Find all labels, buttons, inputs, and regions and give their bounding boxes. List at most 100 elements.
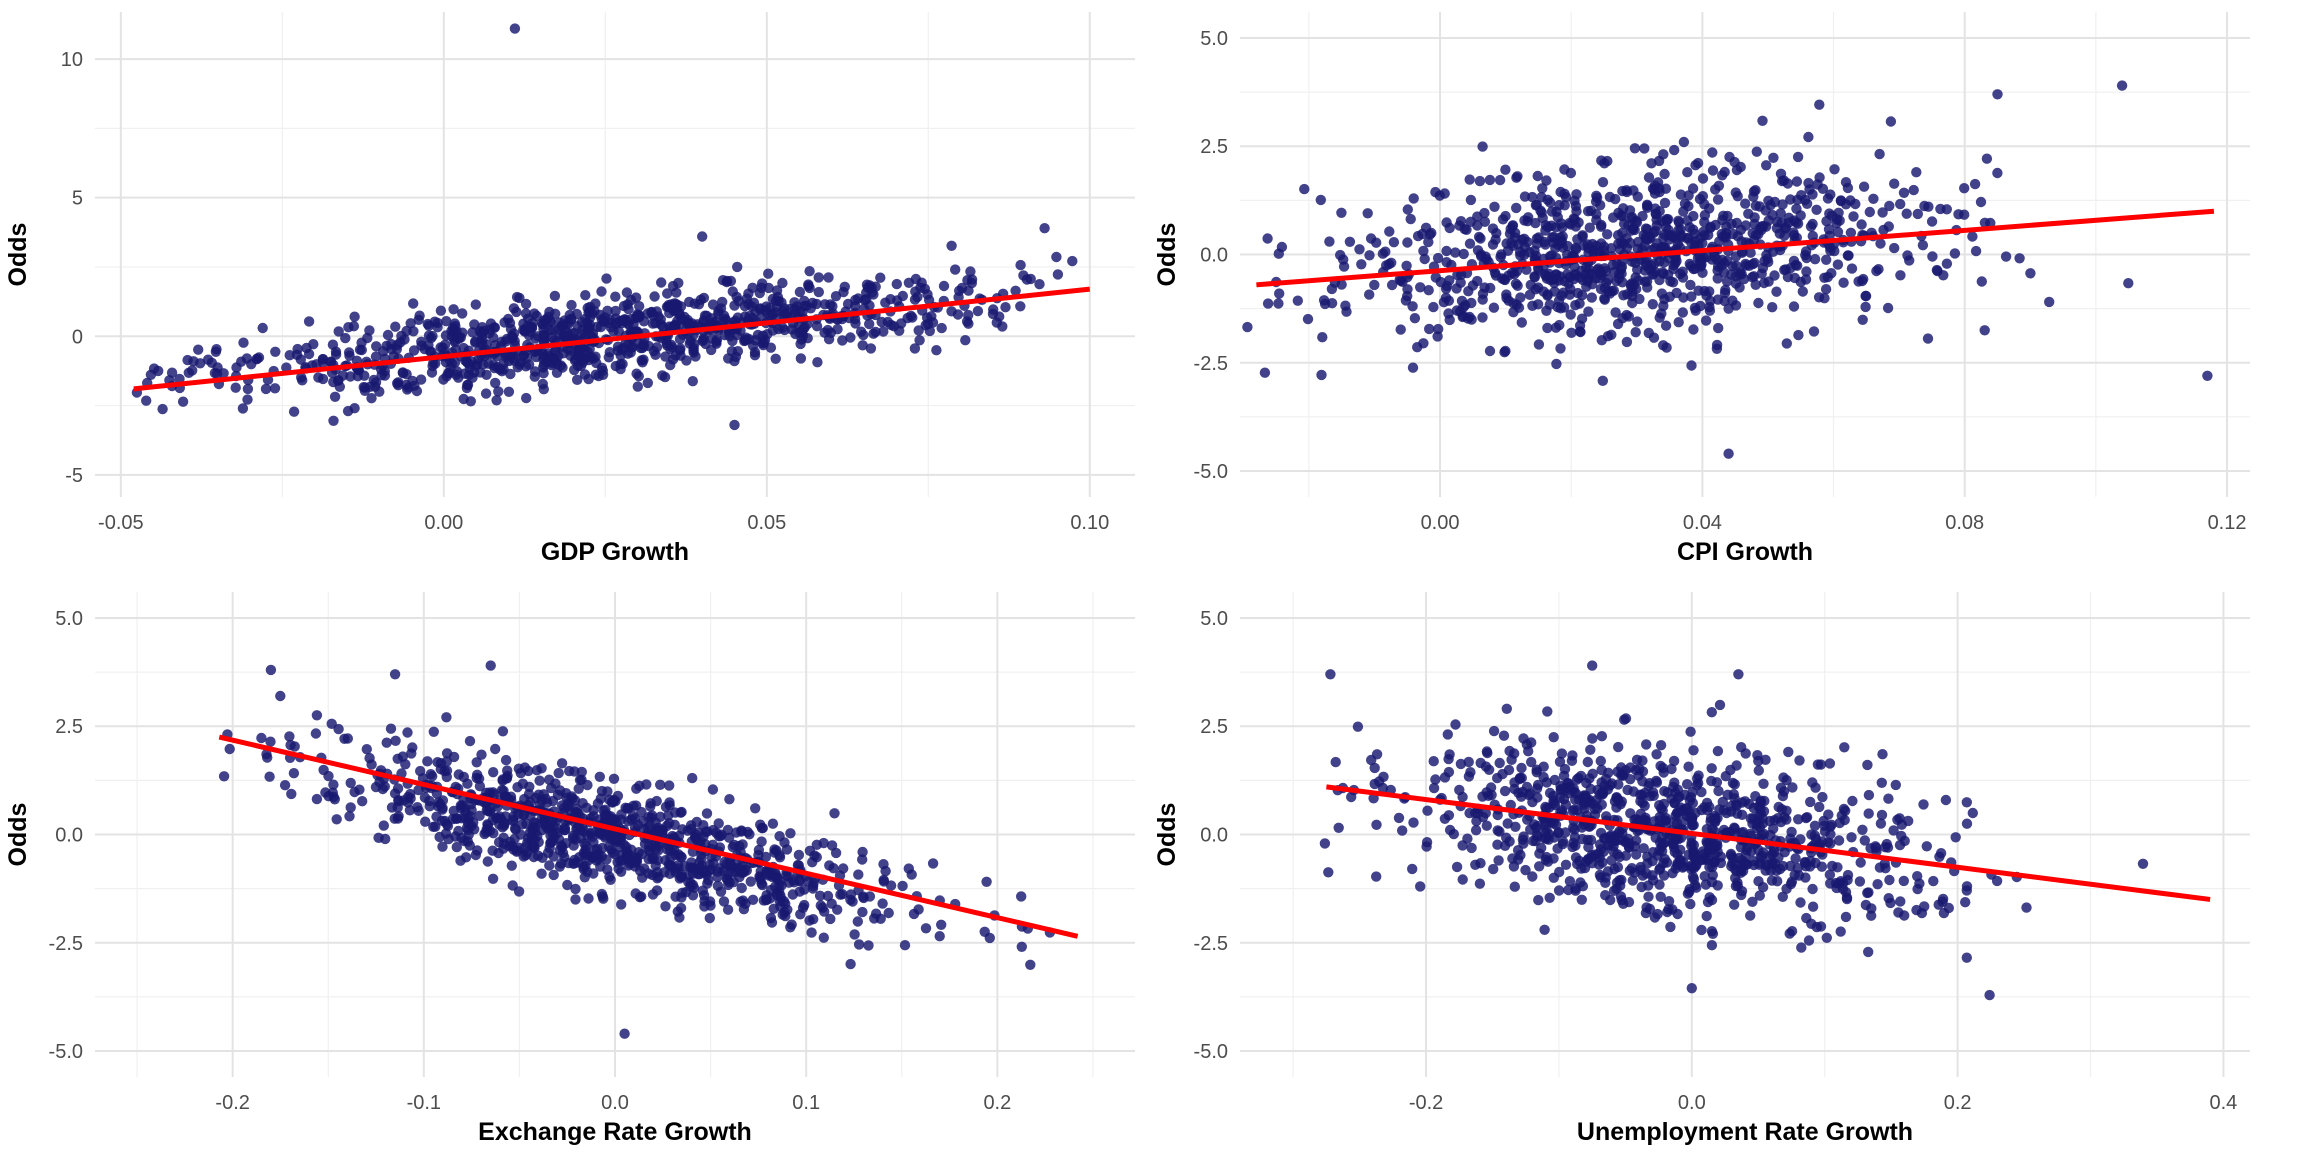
- data-point: [435, 764, 446, 775]
- data-point: [432, 322, 443, 333]
- data-point: [662, 810, 674, 821]
- data-point: [1575, 877, 1586, 888]
- data-point: [517, 350, 529, 362]
- data-point: [707, 333, 718, 344]
- data-point: [1524, 289, 1536, 300]
- data-point: [634, 311, 645, 322]
- data-point: [1838, 803, 1850, 815]
- data-point: [1839, 814, 1850, 826]
- data-point: [1888, 825, 1899, 836]
- data-point: [794, 886, 805, 897]
- data-point: [676, 806, 687, 818]
- data-point: [1615, 891, 1627, 902]
- data-point: [1417, 228, 1428, 240]
- data-point: [509, 833, 520, 845]
- data-point: [1697, 191, 1709, 202]
- data-point: [1273, 298, 1284, 309]
- data-point: [459, 803, 471, 814]
- data-point: [1570, 794, 1581, 805]
- data-point: [793, 849, 805, 861]
- data-point: [1652, 908, 1663, 920]
- data-point: [1896, 830, 1907, 842]
- data-point: [922, 289, 933, 300]
- data-point: [526, 321, 538, 333]
- data-point: [1423, 285, 1434, 296]
- data-point: [566, 313, 577, 324]
- data-point: [1751, 146, 1763, 157]
- data-point: [1814, 801, 1825, 813]
- data-point: [632, 381, 643, 392]
- data-point: [1454, 784, 1465, 796]
- data-point: [1386, 257, 1397, 268]
- data-point: [1409, 313, 1421, 324]
- data-point: [1795, 897, 1806, 908]
- data-point: [520, 308, 532, 319]
- data-point: [455, 855, 466, 866]
- data-point: [1769, 815, 1780, 826]
- x-axis-title: Exchange Rate Growth: [478, 1118, 752, 1146]
- data-point: [1495, 251, 1506, 263]
- data-point: [562, 879, 573, 891]
- data-point: [329, 391, 341, 402]
- data-point: [1651, 775, 1662, 787]
- data-point: [382, 329, 394, 341]
- data-point: [345, 777, 356, 789]
- data-point: [279, 780, 291, 791]
- data-point: [471, 757, 482, 768]
- data-point: [1949, 248, 1961, 259]
- data-point: [1981, 153, 1993, 164]
- data-point: [1490, 234, 1501, 245]
- data-point: [857, 906, 868, 918]
- data-point: [1010, 285, 1021, 296]
- data-point: [1706, 763, 1717, 774]
- data-point: [1530, 217, 1541, 229]
- data-point: [1895, 198, 1906, 210]
- data-point: [885, 880, 897, 891]
- data-point: [1500, 210, 1511, 222]
- data-point: [1302, 313, 1314, 325]
- data-point: [193, 344, 204, 355]
- data-point: [474, 810, 485, 821]
- data-point: [1316, 369, 1327, 381]
- data-point: [694, 857, 705, 868]
- data-point: [1531, 233, 1543, 244]
- data-point: [1421, 837, 1433, 848]
- data-point: [1740, 198, 1751, 209]
- data-point: [1489, 201, 1500, 212]
- data-point: [479, 828, 490, 840]
- data-point: [847, 896, 858, 907]
- data-point: [508, 353, 519, 364]
- data-point: [1734, 269, 1746, 280]
- data-point: [799, 899, 810, 911]
- data-point: [675, 902, 687, 914]
- data-point: [1326, 283, 1338, 295]
- data-point: [1643, 891, 1654, 902]
- data-point: [1464, 238, 1476, 249]
- data-point: [921, 312, 933, 323]
- data-point: [683, 876, 694, 888]
- data-point: [1686, 237, 1697, 249]
- data-point: [1889, 178, 1900, 189]
- data-point: [1589, 809, 1601, 821]
- data-point: [878, 326, 889, 337]
- data-point: [707, 839, 718, 850]
- y-tick-label: 0.0: [1200, 825, 1228, 847]
- data-point: [1718, 805, 1730, 816]
- data-point: [490, 743, 501, 755]
- data-point: [1832, 226, 1844, 238]
- data-point: [1512, 171, 1523, 182]
- data-point: [1262, 233, 1273, 244]
- data-point: [1593, 263, 1604, 274]
- data-point: [1838, 877, 1849, 889]
- data-point: [1757, 813, 1768, 824]
- data-point: [1617, 185, 1628, 197]
- data-point: [1630, 764, 1642, 776]
- data-point: [1645, 790, 1656, 802]
- data-point: [1759, 255, 1770, 267]
- data-point: [630, 857, 641, 868]
- data-point: [1714, 699, 1726, 711]
- data-point: [1556, 748, 1568, 759]
- data-point: [1876, 777, 1888, 788]
- data-point: [681, 355, 692, 366]
- data-point: [1656, 288, 1668, 299]
